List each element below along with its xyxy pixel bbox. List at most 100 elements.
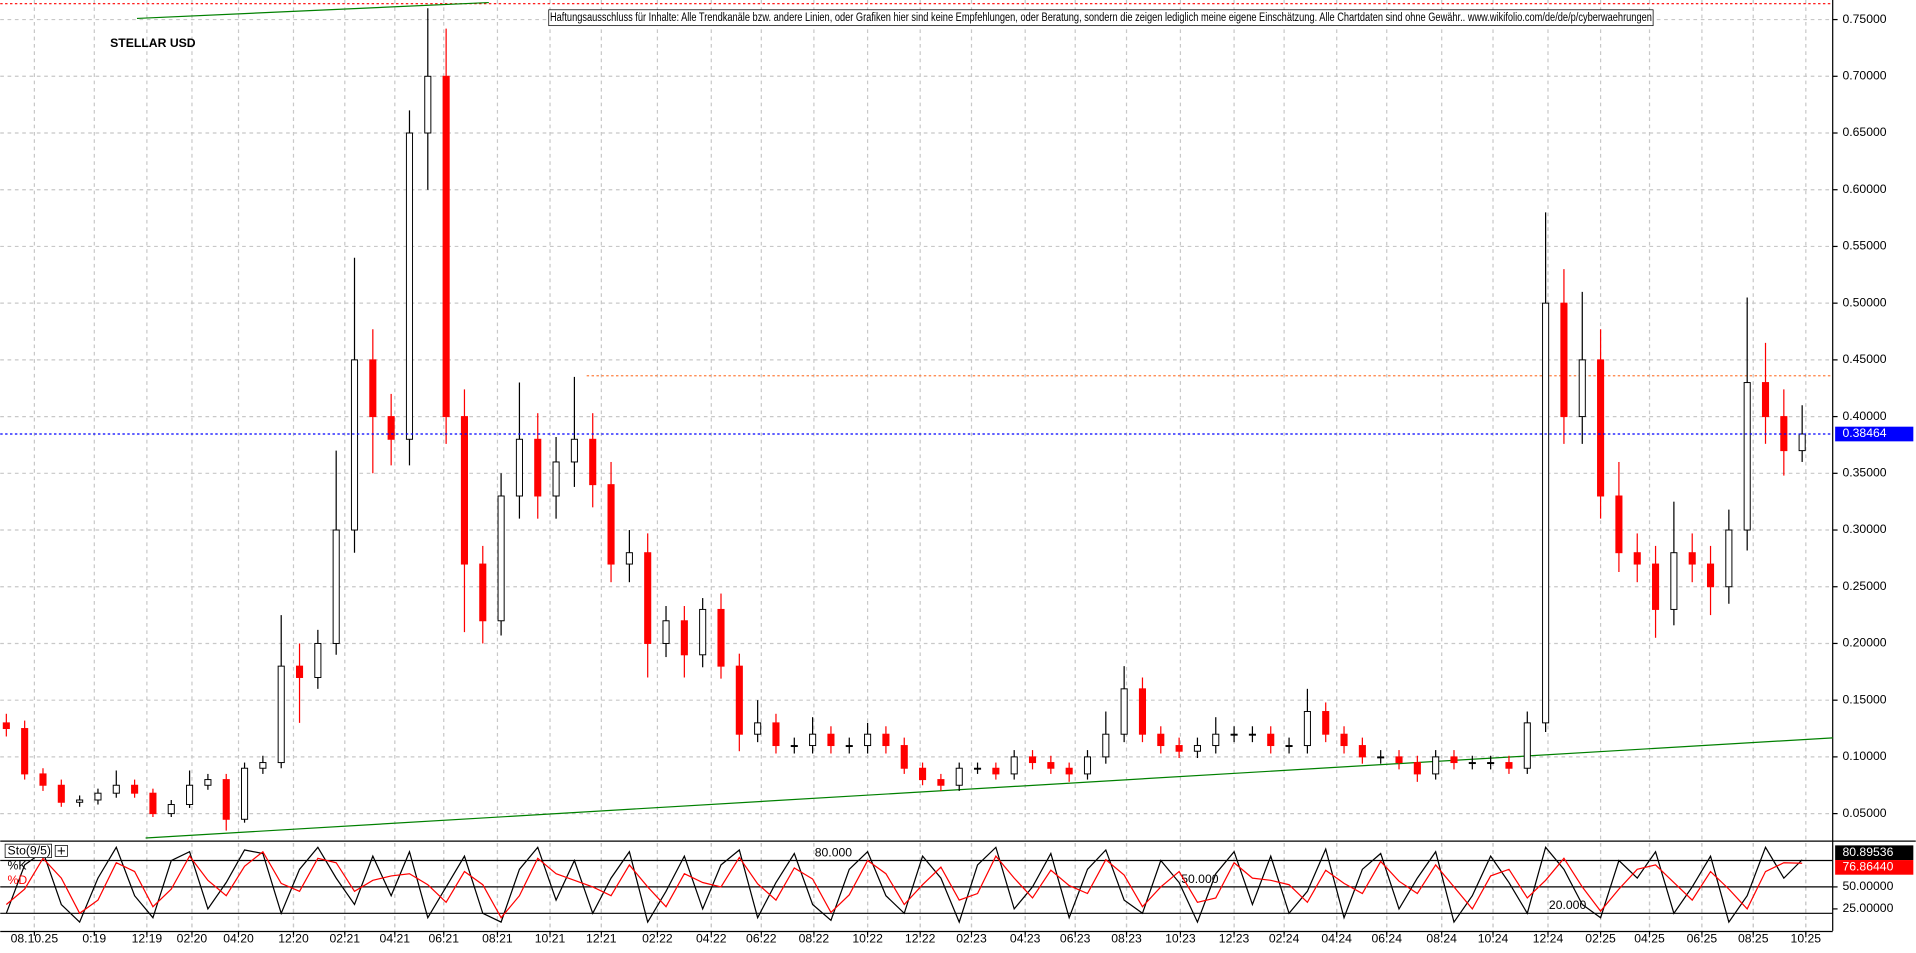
x-tick-label: 04:23 (1010, 932, 1041, 946)
candle-body (277, 665, 285, 764)
candle-body (1120, 688, 1128, 735)
candle-body (864, 733, 872, 747)
candle-body (241, 767, 249, 820)
candle-body (1413, 762, 1421, 775)
y-tick-label: 0.05000 (1842, 806, 1886, 820)
x-tick-label: 12:23 (1219, 932, 1250, 946)
y-tick-label: 0.40000 (1842, 409, 1886, 423)
last-price-box (1835, 426, 1914, 442)
x-tick-label: 02:20 (177, 932, 208, 946)
x-tick-label: 06:21 (428, 932, 459, 946)
level-label: 20.000 (1549, 898, 1587, 912)
x-tick-label: 02:23 (956, 932, 987, 946)
candle-body (845, 745, 853, 748)
candle-body (790, 745, 798, 748)
candle-body (900, 745, 908, 769)
candle-body (167, 804, 175, 815)
x-tick-label: 02:21 (330, 932, 361, 946)
candle-body (21, 728, 29, 775)
candle-body (1652, 563, 1660, 610)
candle-body (955, 767, 963, 786)
candle-body (1798, 433, 1806, 452)
x-tick-label: 0:19 (82, 932, 106, 946)
candle-body (57, 784, 65, 803)
x-tick-label: 12:22 (905, 932, 936, 946)
y-tick-label: 50.00000 (1842, 879, 1893, 893)
candle-body (1523, 722, 1531, 769)
candle-body (314, 642, 322, 678)
y-tick-label: 0.50000 (1842, 295, 1886, 309)
last-value-box (1835, 860, 1914, 875)
candle-body (589, 438, 597, 486)
candle-body (1340, 733, 1348, 747)
add-icon (57, 847, 65, 855)
candle-body (919, 767, 927, 781)
candle-body (515, 438, 523, 497)
legend-label: %D (8, 873, 28, 887)
candle-body (607, 484, 615, 565)
candle-body (387, 416, 395, 440)
x-tick-label: 04:22 (696, 932, 727, 946)
candle-body (644, 552, 652, 644)
indicator-line (5, 850, 1803, 919)
candle-body (39, 773, 47, 786)
candle-body (1267, 733, 1275, 747)
candle-body (1377, 756, 1385, 759)
y-tick-label: 0.35000 (1842, 466, 1886, 480)
indicator-box (4, 843, 52, 858)
candle-body (1542, 302, 1550, 724)
candle-body (974, 767, 982, 770)
candle-body (1706, 563, 1715, 588)
x-tick-label: 04:21 (380, 932, 411, 946)
candle-body (809, 733, 817, 747)
candle-body (1193, 745, 1201, 752)
candle-body (1432, 756, 1440, 775)
x-tick-label: 10:21 (535, 932, 566, 946)
x-tick-label: 08:21 (482, 932, 513, 946)
candle-body (2, 722, 10, 730)
candle-body (754, 722, 762, 735)
candle-body (992, 767, 1000, 775)
last-value-label: 76.86440 (1842, 860, 1893, 874)
y-tick-label: 0.20000 (1842, 636, 1886, 650)
candle-body (1285, 745, 1293, 748)
x-tick-label: 08:25 (1738, 932, 1769, 946)
y-tick-label: 0.75000 (1842, 12, 1886, 26)
candle-body (1175, 745, 1183, 752)
candle-body (369, 359, 377, 418)
indicator-line (5, 845, 1803, 924)
x-tick-label: 12:21 (586, 932, 617, 946)
legend-label: %K (8, 858, 27, 872)
level-label: 50.000 (1181, 872, 1219, 886)
x-tick-label: 08:23 (1111, 932, 1142, 946)
candle-body (259, 762, 267, 769)
x-tick-label: 08.10.25 (11, 932, 59, 946)
candle-body (1083, 756, 1092, 775)
x-tick-label: 06:22 (746, 932, 777, 946)
candle-body (1010, 756, 1018, 775)
candle-body (131, 784, 139, 794)
candle-body (186, 784, 194, 806)
candle-body (772, 722, 780, 747)
candle-body (1615, 495, 1623, 554)
candle-body (937, 779, 945, 786)
candle-body (717, 608, 725, 667)
candle-body (1028, 756, 1037, 764)
candle-body (204, 779, 212, 786)
candle-body (882, 733, 890, 747)
candle-body (1487, 762, 1495, 765)
candle-body (1248, 733, 1256, 736)
y-tick-label: 0.60000 (1842, 182, 1886, 196)
x-tick-label: 04:20 (223, 932, 254, 946)
candle-body (1157, 733, 1165, 747)
candle-body (680, 620, 688, 656)
candle-body (1670, 552, 1678, 610)
candle-body (1688, 552, 1696, 565)
trendline (136, 1, 489, 20)
level-label: 80.000 (815, 845, 853, 859)
y-tick-label: 0.45000 (1842, 352, 1886, 366)
y-tick-label: 0.25000 (1842, 579, 1886, 593)
candle-body (479, 563, 487, 622)
candle-body (1230, 733, 1238, 736)
candle-body (827, 733, 835, 747)
